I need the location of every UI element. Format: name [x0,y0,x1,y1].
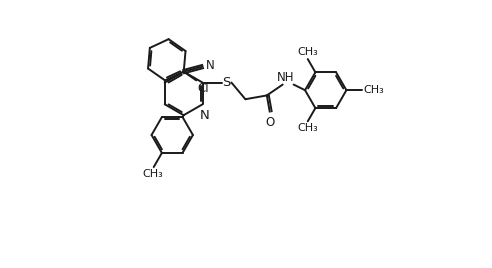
Text: N: N [206,59,215,72]
Text: S: S [222,76,231,89]
Text: CH₃: CH₃ [142,169,163,179]
Text: CH₃: CH₃ [364,85,384,95]
Text: O: O [265,117,275,129]
Text: CH₃: CH₃ [297,47,318,57]
Text: Cl: Cl [197,82,209,95]
Text: NH: NH [277,70,294,84]
Text: N: N [200,109,210,122]
Text: CH₃: CH₃ [297,123,318,133]
